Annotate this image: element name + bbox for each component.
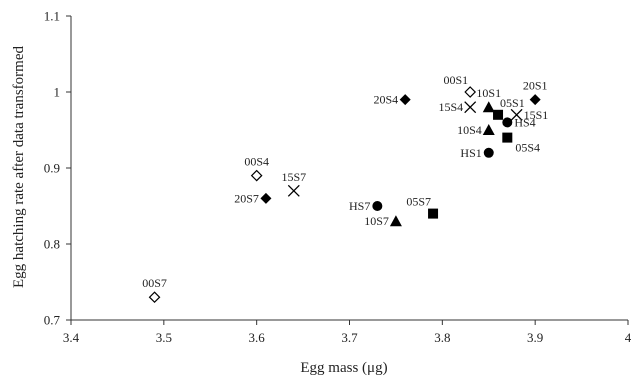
data-point-00s7 (148, 291, 161, 304)
data-point-05s4 (502, 132, 513, 143)
point-label-00s1: 00S1 (443, 73, 468, 87)
point-label-00s4: 00S4 (244, 155, 269, 169)
point-label-05s1: 05S1 (500, 96, 525, 110)
data-point-hs4 (502, 117, 513, 128)
data-point-05s7 (428, 208, 439, 219)
data-point-05s1 (493, 109, 504, 120)
y-tick-label: 0.9 (44, 161, 60, 176)
data-point-15s1 (510, 108, 523, 121)
x-tick-label: 3.4 (63, 330, 80, 345)
data-point-10s4 (482, 124, 495, 135)
x-tick-label: 3.5 (156, 330, 172, 345)
y-tick-label: 0.8 (44, 237, 60, 252)
data-point-20s1 (529, 94, 541, 106)
point-label-hs4: HS4 (514, 115, 535, 129)
tick-labels: 3.4 3.5 3.6 3.7 3.8 3.9 4 0.7 0.8 0.9 1 1.1 (44, 9, 631, 346)
data-point-hs1 (483, 147, 494, 158)
point-label-10s4: 10S4 (457, 123, 482, 137)
point-label-hs7: HS7 (349, 199, 370, 213)
point-label-05s7: 05S7 (406, 195, 431, 209)
x-tick-label: 3.9 (527, 330, 543, 345)
data-point-15s4 (464, 101, 477, 114)
axes (66, 15, 629, 325)
data-points (148, 86, 541, 304)
y-axis-title: Egg hatching rate after data transformed (11, 46, 27, 288)
y-tick-label: 1.1 (44, 9, 60, 24)
point-label-15s7: 15S7 (281, 170, 306, 184)
x-tick-label: 3.6 (249, 330, 266, 345)
data-point-10s1 (482, 101, 495, 113)
data-point-00s1 (464, 86, 477, 98)
y-tick-label: 0.7 (44, 313, 61, 328)
data-point-10s7 (389, 215, 402, 227)
data-point-20s7 (260, 192, 272, 204)
x-tick-label: 4 (625, 330, 631, 345)
point-label-10s1: 10S1 (476, 86, 501, 100)
point-label-00s7: 00S7 (142, 276, 167, 290)
x-tick-label: 3.8 (434, 330, 450, 345)
point-label-hs1: HS1 (460, 146, 481, 160)
y-tick-label: 1 (54, 85, 61, 100)
point-label-20s1: 20S1 (523, 79, 548, 93)
x-axis-title: Egg mass (μg) (300, 360, 387, 376)
data-point-15s7 (287, 184, 300, 197)
point-label-10s7: 10S7 (364, 214, 389, 228)
data-point-00s4 (250, 169, 263, 182)
point-label-15s4: 15S4 (438, 100, 463, 114)
point-label-20s7: 20S7 (234, 191, 259, 205)
x-tick-label: 3.7 (341, 330, 358, 345)
point-label-05s4: 05S4 (515, 141, 540, 155)
data-point-hs7 (372, 201, 383, 211)
point-label-20s4: 20S4 (374, 93, 399, 107)
point-label-15s1: 15S1 (524, 108, 549, 122)
data-point-20s4 (399, 94, 411, 106)
